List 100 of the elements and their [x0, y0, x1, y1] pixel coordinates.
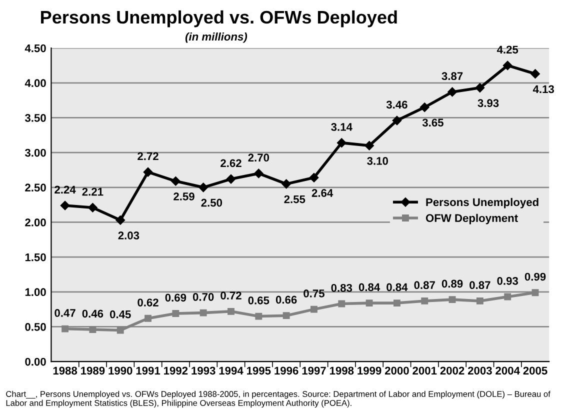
- point: [309, 173, 319, 182]
- data-label: 0.62: [138, 298, 158, 306]
- data-label: 2.50: [201, 198, 222, 207]
- data-label: 4.13: [532, 85, 554, 94]
- data-label: 0.70: [192, 293, 214, 301]
- data-label: 0.47: [54, 309, 76, 317]
- point: [200, 309, 207, 316]
- data-label: 0.84: [358, 283, 380, 292]
- data-label: 0.87: [470, 281, 490, 290]
- x-tick-label: 2001: [412, 366, 437, 375]
- x-tick-label: 1995: [247, 366, 271, 375]
- data-label: 0.99: [524, 272, 546, 281]
- legend-label: Persons Unemployed: [426, 198, 538, 208]
- point: [530, 69, 540, 78]
- point: [448, 87, 457, 97]
- data-label: 2.24: [54, 186, 76, 194]
- point: [504, 293, 512, 300]
- data-label: 2.03: [118, 232, 140, 240]
- point: [88, 202, 98, 212]
- point: [532, 289, 539, 296]
- chart-title: Persons Unemployed vs. OFWs Deployed: [41, 10, 397, 28]
- point: [338, 300, 346, 308]
- point: [310, 306, 318, 313]
- x-tick-label: 1988: [53, 366, 78, 375]
- data-label: 0.72: [220, 292, 242, 300]
- data-label: 2.62: [220, 159, 242, 168]
- x-tick-label: 2005: [523, 366, 548, 375]
- x-tick-label: 1989: [81, 366, 105, 375]
- point: [421, 297, 428, 304]
- data-label: 0.75: [304, 290, 324, 298]
- point: [282, 179, 291, 189]
- point: [502, 60, 512, 70]
- data-label: 0.89: [442, 280, 463, 288]
- point: [144, 314, 152, 322]
- x-tick-label: 2003: [468, 366, 492, 375]
- x-tick-label: 2000: [384, 366, 409, 375]
- x-tick-label: 1991: [136, 366, 160, 375]
- data-label: 0.46: [82, 310, 104, 318]
- point: [198, 182, 208, 192]
- point: [228, 308, 234, 315]
- data-label: 4.25: [496, 46, 518, 54]
- y-tick-label: 1.50: [25, 253, 46, 262]
- x-tick-label: 1998: [330, 366, 354, 375]
- x-tick-label: 1993: [192, 366, 216, 375]
- point: [337, 138, 346, 148]
- x-tick-label: 1999: [358, 366, 382, 375]
- x-tick-label: 1992: [164, 366, 188, 375]
- data-label: 0.66: [276, 296, 297, 304]
- point: [116, 216, 125, 225]
- x-tick-label: 1996: [274, 366, 298, 375]
- point: [226, 174, 236, 184]
- point: [392, 116, 402, 126]
- chart-subtitle: (in millions): [185, 32, 248, 43]
- data-label: 2.59: [174, 192, 194, 200]
- point: [476, 297, 484, 304]
- y-tick-label: 4.50: [24, 44, 46, 52]
- x-tick-label: 2002: [440, 366, 464, 375]
- data-label: 2.55: [284, 195, 306, 204]
- data-label: 2.21: [82, 188, 104, 196]
- x-tick-label: 1990: [108, 366, 132, 375]
- y-tick-label: 4.00: [24, 79, 46, 88]
- point: [366, 300, 373, 307]
- data-label: 0.83: [331, 284, 352, 292]
- data-label: 0.45: [110, 310, 131, 318]
- data-label: 0.87: [414, 281, 435, 290]
- text: Chart__, Persons Unemployed vs. OFWs Deployed 1988-2005, in percentages. Source: Department of Labor and Employment (DOLE) – Bureau of Labor and Employment Statistics (BLES), Philippine Overseas Employment Authority (POEA).: [6, 390, 550, 408]
- point: [393, 300, 400, 307]
- data-label: 3.93: [478, 99, 499, 108]
- data-label: 3.87: [442, 72, 463, 80]
- legend-label: OFW Deployment: [426, 214, 518, 224]
- data-label: 3.10: [367, 157, 388, 165]
- point: [448, 296, 456, 304]
- point: [89, 326, 96, 333]
- data-label: 3.65: [422, 118, 444, 127]
- y-tick-label: 3.50: [24, 114, 46, 122]
- y-tick-label: 2.00: [25, 218, 46, 226]
- x-tick-label: 2004: [496, 366, 520, 375]
- data-label: 2.70: [248, 154, 270, 162]
- data-label: 0.65: [248, 296, 270, 304]
- x-tick-label: 1994: [219, 366, 244, 375]
- point: [60, 200, 70, 210]
- x-tick-label: 1997: [302, 366, 326, 375]
- y-tick-label: 2.50: [25, 184, 46, 192]
- point: [475, 83, 485, 92]
- point: [255, 312, 262, 320]
- y-tick-label: 1.00: [25, 288, 46, 296]
- data-label: 2.64: [312, 189, 334, 197]
- point: [254, 168, 264, 178]
- point: [364, 140, 374, 150]
- data-label: 3.46: [386, 100, 408, 109]
- y-tick-label: 3.00: [24, 148, 46, 157]
- point: [116, 326, 124, 334]
- point: [62, 325, 69, 332]
- data-label: 0.69: [165, 294, 186, 302]
- point: [172, 310, 180, 317]
- data-label: 2.72: [138, 152, 158, 160]
- point: [420, 102, 430, 112]
- point: [282, 312, 290, 320]
- y-tick-label: 0.00: [25, 358, 46, 366]
- data-label: 0.84: [386, 283, 408, 292]
